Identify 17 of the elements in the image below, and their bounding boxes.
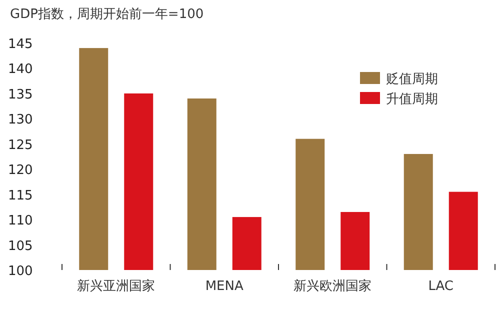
x-tick-label: 新兴欧洲国家 [294, 278, 372, 294]
y-tick-label: 110 [8, 214, 33, 229]
y-tick-label: 105 [8, 238, 33, 254]
title: GDP指数，周期开始前一年=100 [10, 7, 204, 22]
legend-label: 升值周期 [386, 92, 438, 107]
y-tick-label: 140 [8, 62, 33, 78]
y-tick-label: 115 [8, 188, 33, 204]
y-tick-label: 120 [8, 163, 33, 178]
x-tick-label: 新兴亚洲国家 [77, 278, 156, 294]
y-tick-label: 145 [8, 37, 33, 52]
y-tick-label: 125 [8, 138, 33, 153]
x-tick-label: LAC [428, 279, 454, 294]
x-tick-label: MENA [205, 279, 244, 294]
legend-label: 贬值周期 [386, 72, 438, 87]
y-tick-label: 135 [8, 87, 33, 102]
y-tick-label: 130 [8, 112, 33, 128]
y-tick-label: 100 [8, 264, 33, 279]
